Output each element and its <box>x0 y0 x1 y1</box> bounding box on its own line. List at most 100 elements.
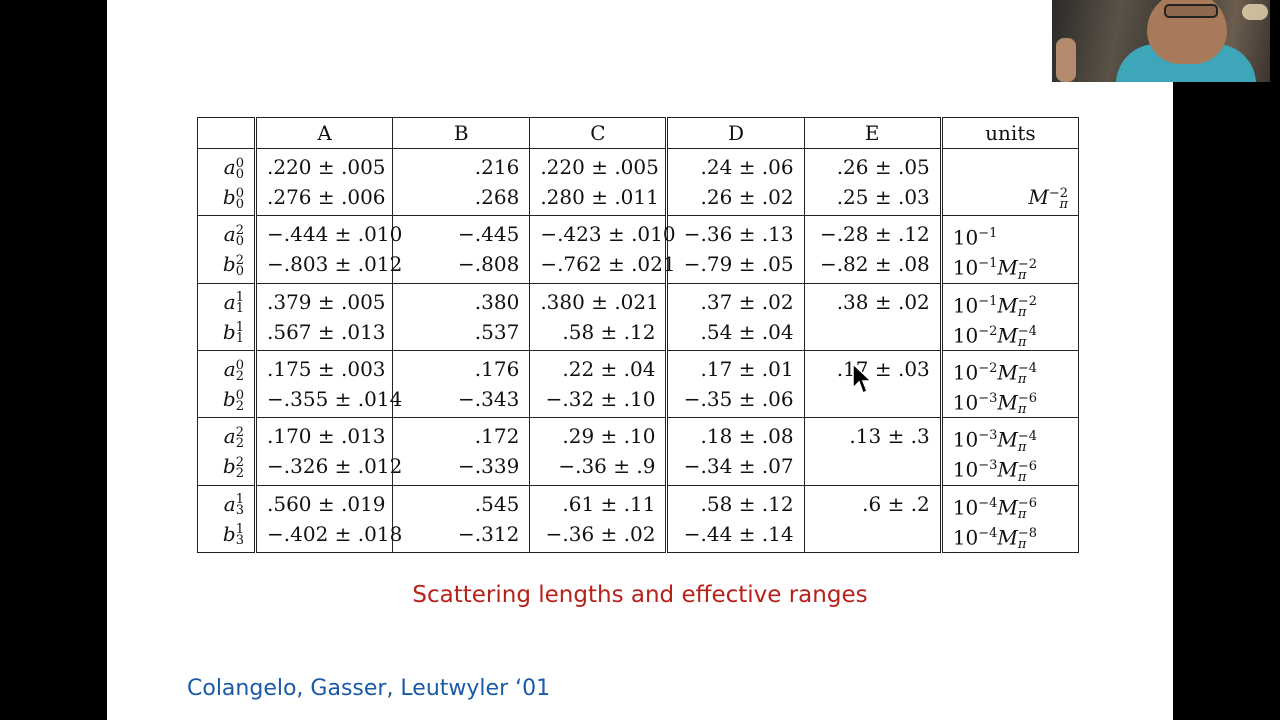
table-value: −.326 ± .012 <box>267 454 403 479</box>
table-value: −.402 ± .018 <box>267 521 403 546</box>
table-value: −.36 ± .9 <box>558 454 656 479</box>
unit-value: 10−1 <box>952 226 998 251</box>
table-value: .175 ± .003 <box>267 357 386 382</box>
header-col-c: C <box>529 117 667 149</box>
table-value: −.36 ± .13 <box>683 222 794 247</box>
table-value <box>815 451 930 481</box>
table-value: −.339 <box>458 454 520 479</box>
cell-col-d: .37 ± .02 .54 ± .04 <box>665 283 805 351</box>
unit-value: 10−3M −6 π <box>952 458 1038 485</box>
header-col-e: E <box>803 117 942 149</box>
unit-value: 10−4M −8 π <box>952 525 1038 552</box>
table-value <box>815 384 930 414</box>
cell-units: 10−2M −4 π 10−3M −6 π <box>939 350 1080 419</box>
table-value: .58 ± .12 <box>562 319 656 344</box>
cell-col-d: .24 ± .06 .26 ± .02 <box>665 148 805 217</box>
table-value: −.35 ± .06 <box>683 387 794 412</box>
unit-value: 10−3M −4 π <box>952 428 1038 455</box>
table-value: −.28 ± .12 <box>819 222 930 247</box>
cell-col-e: .17 ± .03 <box>803 350 942 419</box>
table-value: .276 ± .006 <box>267 185 386 210</box>
cell-col-a: .175 ± .003 −.355 ± .014 <box>253 350 402 419</box>
table-value: −.808 <box>458 252 520 277</box>
scattering-parameters-table: A B C D E units a 0 0 b 0 0 .220 ± .005 .276 ± … <box>197 117 1080 554</box>
table-value <box>815 519 930 549</box>
table-row: a 0 0 b 0 0.220 ± .005.276 ± .006.216.268.220… <box>197 148 1080 217</box>
table-row: a 1 3 b 1 3 .560 ± .019 −.402 ± .018 .545 −.312 .6… <box>197 485 1080 554</box>
unit-value: 10−1M −2 π <box>952 256 1038 283</box>
table-value: −.82 ± .08 <box>819 252 930 277</box>
table-row: a 1 1 b 1 1.379 ± .005.567 ± .013.380.537.380… <box>197 283 1080 351</box>
header-col-units: units <box>939 117 1080 149</box>
cell-col-d: .58 ± .12 −.44 ± .14 <box>665 485 805 554</box>
table-value: −.803 ± .012 <box>267 252 403 277</box>
table-value: .38 ± .02 <box>836 289 930 314</box>
table-value: .545 <box>474 491 520 516</box>
cell-col-c: .22 ± .04 −.32 ± .10 <box>529 350 667 419</box>
table-header-row: A B C D E units <box>197 117 1080 149</box>
cell-col-c: .380 ± .021 .58 ± .12 <box>529 283 667 351</box>
cell-col-d: .17 ± .01 −.35 ± .06 <box>665 350 805 419</box>
table-value: .58 ± .12 <box>700 491 794 516</box>
cell-col-a: −.444 ± .010 −.803 ± .012 <box>253 215 403 284</box>
table-row: a 0 2 b 0 2.175 ± .003 −.355 ± .014.176 −.343.2… <box>197 350 1080 419</box>
table-value: −.79 ± .05 <box>683 252 794 277</box>
cell-units: M −2 π <box>939 148 1080 217</box>
mouse-pointer-icon <box>852 363 871 395</box>
presenter-hand <box>1056 38 1076 82</box>
table-value: −.312 <box>458 521 520 546</box>
table-value: −.36 ± .02 <box>545 521 656 546</box>
table-row: a 2 2 b 2 2.170 ± .013 −.326 ± .012.172 −.339.2… <box>197 417 1080 486</box>
table-value: −.423 ± .010 <box>540 222 676 247</box>
lamp <box>1242 4 1268 20</box>
table-value: .380 ± .021 <box>540 289 659 314</box>
table-value: .560 ± .019 <box>267 491 386 516</box>
cell-col-b: .380 .537 <box>392 283 530 351</box>
table-value: .29 ± .10 <box>562 424 656 449</box>
cell-col-e: .38 ± .02 <box>803 283 942 351</box>
cell-col-b: .176 −.343 <box>392 350 530 419</box>
header-col-b: B <box>392 117 530 149</box>
table-value: .25 ± .03 <box>836 185 930 210</box>
table-value: .37 ± .02 <box>700 289 794 314</box>
table-value: .176 <box>474 357 520 382</box>
cell-col-c: −.423 ± .010 −.762 ± .021 <box>529 215 676 284</box>
table-value: .26 ± .02 <box>700 185 794 210</box>
header-col-a: A <box>253 117 393 149</box>
citation: Colangelo, Gasser, Leutwyler ‘01 <box>187 676 551 701</box>
cell-col-e: .6 ± .2 <box>803 485 942 554</box>
table-value <box>815 317 930 347</box>
slide-caption: Scattering lengths and effective ranges <box>412 582 868 608</box>
cell-col-e: −.28 ± .12 −.82 ± .08 <box>803 215 942 284</box>
cell-units: 10−4M −6 π 10−4M −8 π <box>939 485 1080 554</box>
table-value: −.445 <box>458 222 520 247</box>
unit-value: 10−1M −2 π <box>952 293 1038 320</box>
cell-col-d: −.36 ± .13 −.79 ± .05 <box>665 215 805 284</box>
table-value: .170 ± .013 <box>267 424 386 449</box>
table-value: .17 ± .01 <box>700 357 794 382</box>
unit-value: 10−3M −6 π <box>952 390 1038 418</box>
unit-value: 10−2M −4 π <box>952 360 1038 388</box>
table-value: .17 ± .03 <box>836 357 930 382</box>
table-value: .380 <box>474 289 520 314</box>
cell-col-b: −.445 −.808 <box>392 215 530 284</box>
cell-col-a: .170 ± .013 −.326 ± .012 <box>253 417 403 486</box>
cell-col-b: .545 −.312 <box>392 485 530 554</box>
cell-col-a: .379 ± .005 .567 ± .013 <box>253 283 393 351</box>
table-value: .6 ± .2 <box>862 491 930 516</box>
cell-units: 10−1 10−1M −2 π <box>939 215 1080 284</box>
table-value: .567 ± .013 <box>267 319 386 344</box>
table-value: .379 ± .005 <box>267 289 386 314</box>
table-value: .220 ± .005 <box>267 155 386 180</box>
